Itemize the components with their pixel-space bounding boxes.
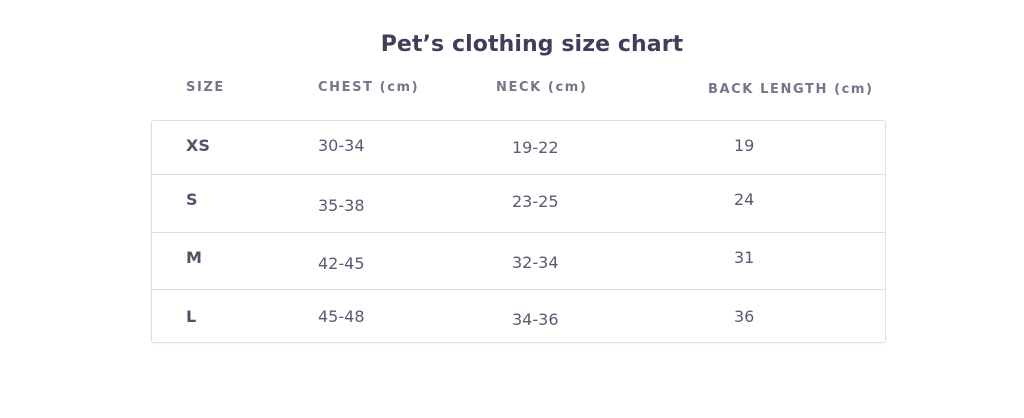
back-length-cell: 19 — [734, 136, 755, 155]
back-length-cell: 31 — [734, 248, 755, 267]
size-cell: L — [186, 307, 197, 326]
chest-cell: 35-38 — [318, 196, 365, 215]
neck-cell: 19-22 — [512, 138, 559, 157]
back-length-cell: 24 — [734, 190, 755, 209]
header-back-length: BACK LENGTH (cm) — [708, 82, 874, 97]
back-length-cell: 36 — [734, 307, 755, 326]
header-chest: CHEST (cm) — [318, 80, 420, 95]
size-cell: S — [186, 190, 198, 209]
size-table — [151, 120, 886, 343]
row-divider — [152, 289, 885, 290]
header-size: SIZE — [186, 80, 225, 95]
neck-cell: 34-36 — [512, 310, 559, 329]
header-neck: NECK (cm) — [496, 80, 588, 95]
size-cell: M — [186, 248, 202, 267]
neck-cell: 32-34 — [512, 253, 559, 272]
row-divider — [152, 232, 885, 233]
chest-cell: 30-34 — [318, 136, 365, 155]
chest-cell: 42-45 — [318, 254, 365, 273]
size-cell: XS — [186, 136, 210, 155]
chest-cell: 45-48 — [318, 307, 365, 326]
neck-cell: 23-25 — [512, 192, 559, 211]
page-title: Pet’s clothing size chart — [380, 32, 684, 57]
row-divider — [152, 174, 885, 175]
